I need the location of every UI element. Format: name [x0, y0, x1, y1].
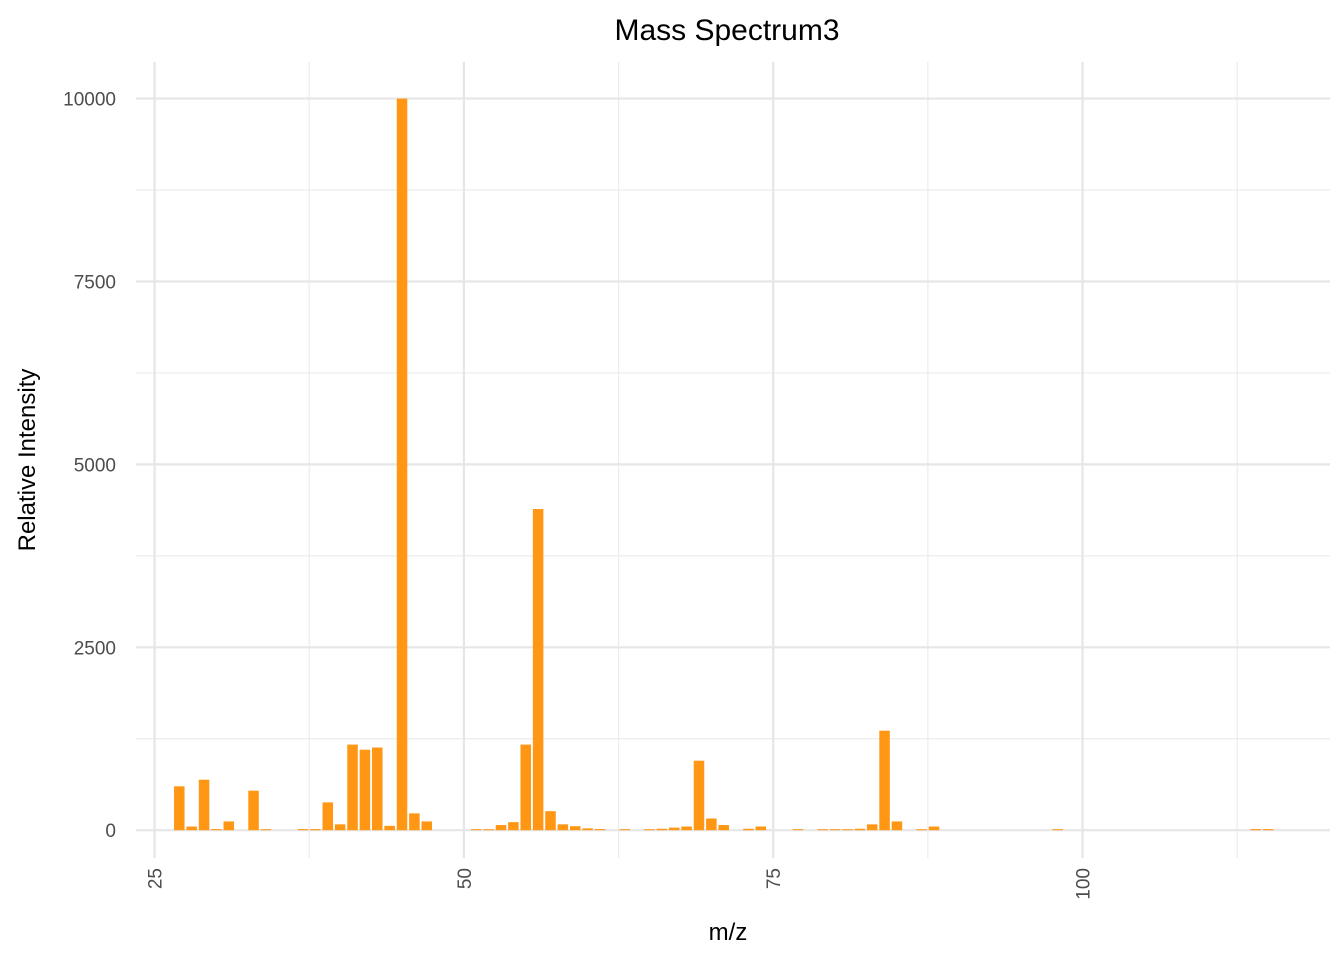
spectrum-bar	[359, 749, 371, 831]
spectrum-bar	[582, 828, 593, 831]
spectrum-bar	[792, 829, 804, 831]
spectrum-bar	[248, 790, 259, 831]
spectrum-bar	[384, 825, 395, 831]
spectrum-bar	[656, 828, 668, 831]
spectrum-bar	[891, 821, 903, 831]
y-tick-label: 7500	[74, 272, 116, 293]
spectrum-bar	[396, 98, 408, 831]
x-tick-label: 25	[146, 868, 167, 889]
spectrum-bar	[829, 829, 841, 831]
spectrum-bar	[520, 744, 532, 831]
spectrum-bar	[681, 826, 692, 831]
spectrum-bar	[928, 826, 940, 831]
spectrum-bar	[743, 828, 754, 831]
spectrum-bar	[347, 744, 358, 831]
spectrum-bar	[334, 824, 346, 831]
spectrum-bar	[866, 824, 878, 831]
spectrum-bar	[495, 825, 507, 831]
chart-title: Mass Spectrum3	[614, 14, 839, 47]
spectrum-bar	[668, 827, 680, 831]
spectrum-bar	[483, 829, 494, 831]
spectrum-bar	[594, 829, 606, 831]
spectrum-bar	[297, 829, 309, 831]
spectrum-bar	[545, 811, 556, 831]
spectrum-bar	[532, 509, 544, 831]
spectrum-bar	[223, 821, 235, 831]
spectrum-bar	[619, 829, 630, 831]
spectrum-bar	[260, 829, 272, 831]
y-tick-label: 10000	[63, 90, 116, 111]
grid-lines	[136, 62, 1330, 858]
spectrum-bar	[879, 730, 890, 831]
spectrum-bar	[372, 747, 383, 831]
spectrum-bar	[186, 826, 197, 831]
spectrum-bar	[211, 829, 222, 831]
spectrum-bar	[310, 829, 321, 831]
spectrum-bar	[718, 825, 729, 831]
spectrum-bar	[1262, 829, 1274, 831]
spectrum-bar	[557, 824, 569, 831]
spectrum-bar	[706, 818, 717, 831]
x-axis-title: m/z	[709, 919, 748, 946]
spectrum-bar	[693, 760, 705, 831]
x-tick-label: 50	[455, 868, 476, 889]
spectrum-bar	[916, 829, 927, 831]
spectrum-bar	[471, 829, 482, 831]
spectrum-bar	[854, 828, 866, 831]
x-tick-label: 100	[1074, 868, 1095, 900]
spectrum-bar	[198, 779, 210, 831]
y-axis-title: Relative Intensity	[14, 369, 41, 552]
spectrum-bar	[817, 829, 828, 831]
spectrum-bar	[322, 802, 334, 831]
spectrum-bar	[644, 829, 655, 831]
tick-labels: 0 2500 5000 7500 10000 25 50 75 100	[63, 90, 1094, 900]
spectrum-bar	[421, 821, 433, 831]
spectrum-bar	[842, 829, 853, 831]
x-tick-label: 75	[764, 868, 785, 889]
y-tick-label: 2500	[74, 638, 116, 659]
bars-group	[174, 98, 1274, 831]
spectrum-bar	[755, 826, 767, 831]
spectrum-bar	[1250, 829, 1262, 831]
spectrum-bar	[508, 822, 519, 831]
spectrum-bar	[1052, 829, 1064, 831]
spectrum-bar	[569, 826, 581, 831]
y-tick-label: 5000	[74, 455, 116, 476]
spectrum-bar	[409, 813, 420, 831]
spectrum-bar	[174, 786, 185, 831]
y-tick-label: 0	[105, 821, 116, 842]
